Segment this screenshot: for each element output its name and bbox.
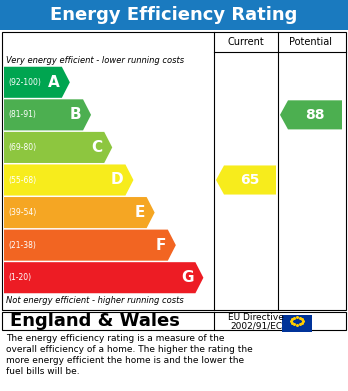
Text: (39-54): (39-54) xyxy=(8,208,36,217)
Text: B: B xyxy=(69,108,81,122)
Text: E: E xyxy=(134,205,145,220)
Text: Current: Current xyxy=(228,37,264,47)
Text: D: D xyxy=(111,172,124,188)
Text: overall efficiency of a home. The higher the rating the: overall efficiency of a home. The higher… xyxy=(6,345,253,354)
Text: Energy Efficiency Rating: Energy Efficiency Rating xyxy=(50,6,298,24)
Polygon shape xyxy=(216,165,276,195)
Text: F: F xyxy=(156,238,166,253)
Text: A: A xyxy=(48,75,60,90)
Text: (1-20): (1-20) xyxy=(8,273,31,282)
Text: Very energy efficient - lower running costs: Very energy efficient - lower running co… xyxy=(6,56,184,65)
Text: fuel bills will be.: fuel bills will be. xyxy=(6,367,80,376)
Text: C: C xyxy=(91,140,102,155)
Text: EU Directive: EU Directive xyxy=(228,314,284,323)
Polygon shape xyxy=(280,100,342,129)
Text: 2002/91/EC: 2002/91/EC xyxy=(230,321,282,330)
Bar xyxy=(2,312,346,330)
Polygon shape xyxy=(4,197,155,228)
Text: (81-91): (81-91) xyxy=(8,110,36,119)
Text: The energy efficiency rating is a measure of the: The energy efficiency rating is a measur… xyxy=(6,334,224,343)
Text: more energy efficient the home is and the lower the: more energy efficient the home is and th… xyxy=(6,356,244,365)
Polygon shape xyxy=(4,230,176,261)
Text: Not energy efficient - higher running costs: Not energy efficient - higher running co… xyxy=(6,296,184,305)
Bar xyxy=(282,315,312,332)
Polygon shape xyxy=(4,165,133,196)
Text: (55-68): (55-68) xyxy=(8,176,36,185)
Text: (69-80): (69-80) xyxy=(8,143,36,152)
Polygon shape xyxy=(4,132,112,163)
Text: (92-100): (92-100) xyxy=(8,78,41,87)
Text: (21-38): (21-38) xyxy=(8,240,36,249)
Text: G: G xyxy=(181,270,193,285)
Polygon shape xyxy=(4,262,203,293)
Bar xyxy=(2,32,346,310)
Text: England & Wales: England & Wales xyxy=(10,312,180,330)
Text: 65: 65 xyxy=(240,173,260,187)
Text: Potential: Potential xyxy=(290,37,332,47)
Polygon shape xyxy=(4,67,70,98)
Text: 88: 88 xyxy=(305,108,325,122)
Polygon shape xyxy=(4,99,91,130)
Bar xyxy=(0,0,348,30)
